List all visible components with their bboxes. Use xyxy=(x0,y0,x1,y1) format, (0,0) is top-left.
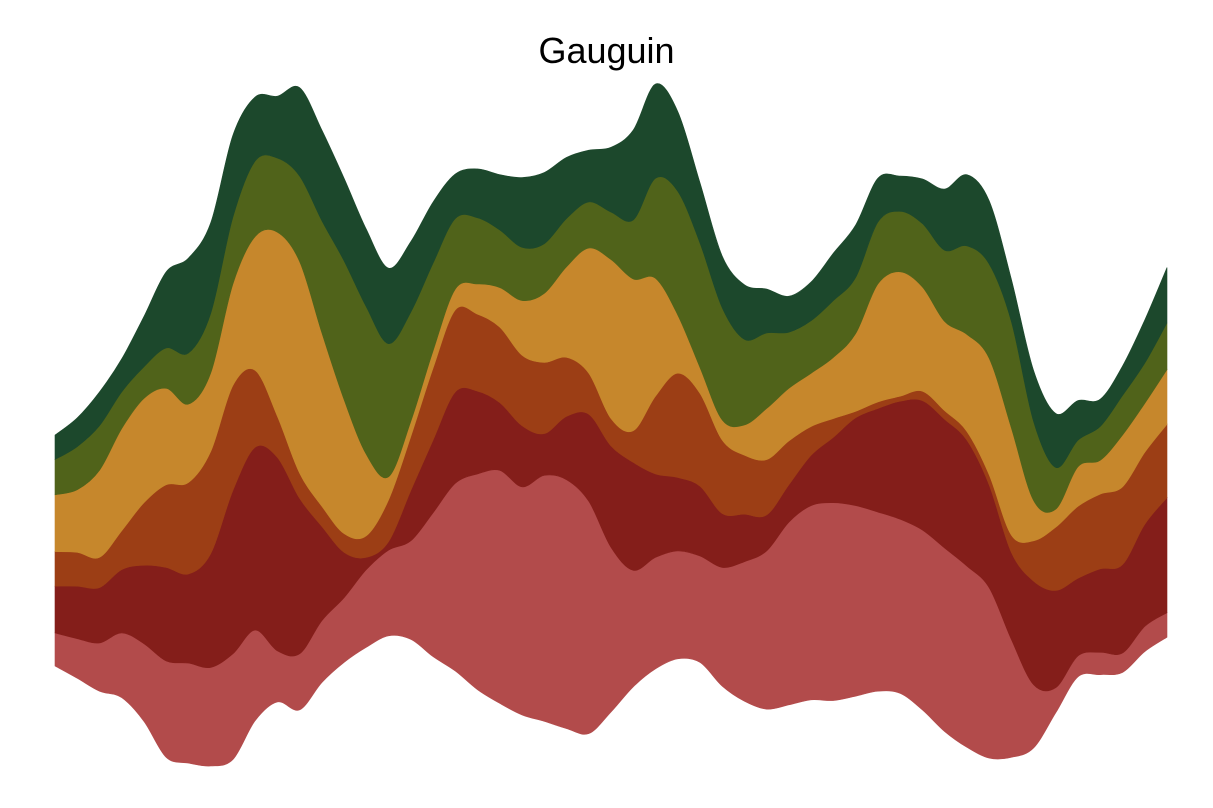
stream-layers xyxy=(54,83,1168,767)
chart-title: Gauguin xyxy=(538,30,675,71)
stream-layer-6 xyxy=(54,83,1168,468)
